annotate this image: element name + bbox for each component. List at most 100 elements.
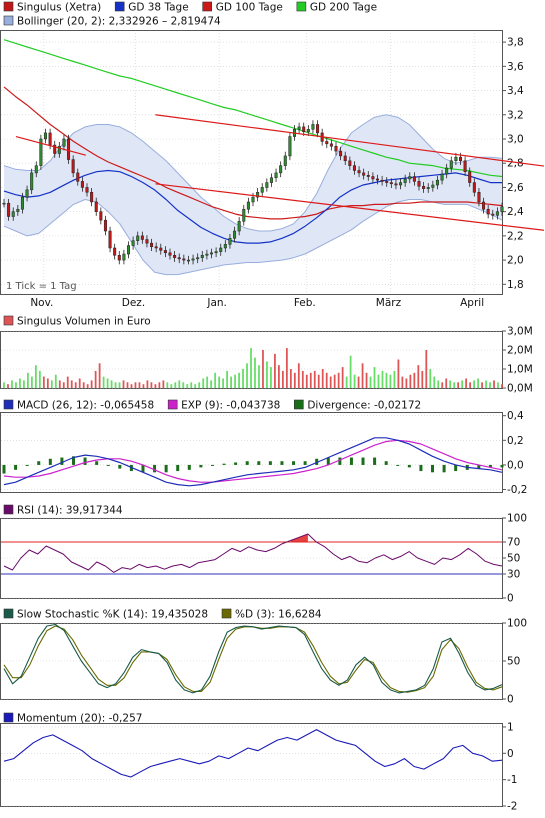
volume-bar [122, 380, 125, 388]
divergence-bar [245, 461, 249, 465]
candle-body [472, 182, 476, 193]
momentum-panel: Momentum (20): -0,257 -2 -1 0 1 [0, 713, 517, 813]
volume-bar [493, 380, 495, 388]
y-tick-label: 3,0 [507, 133, 524, 145]
divergence-bar [95, 461, 99, 465]
y-tick-label: 0 [507, 748, 514, 760]
candle-body [39, 138, 43, 166]
volume-bar [250, 348, 252, 388]
candle-body [103, 219, 107, 232]
legend-swatch [202, 1, 212, 12]
candle-body [265, 182, 269, 188]
y-tick-label: 2,2 [507, 230, 524, 242]
candle-body [16, 208, 20, 212]
candle-body [408, 176, 412, 180]
candle-body [34, 165, 38, 174]
candle-body [219, 247, 223, 252]
candle-body [274, 172, 278, 178]
volume-bar [66, 376, 69, 388]
divergence-bar [280, 461, 284, 465]
candle-body [500, 206, 504, 212]
volume-bar [337, 372, 340, 388]
y-tick-label: 0,2 [507, 435, 524, 447]
y-tick-label: 3,6 [507, 61, 524, 73]
macd-line [3, 437, 503, 487]
legend-swatch [294, 399, 304, 410]
divergence-bar [141, 464, 145, 473]
candle-body [53, 144, 57, 154]
volume-panel: Singulus Volumen in Euro 0,0M 1,0M 2,0M 3,0M [0, 316, 533, 395]
candle-body [57, 146, 61, 154]
y-tick-label: 2,0M [507, 345, 533, 357]
candle-body [76, 172, 80, 182]
volume-bar [58, 380, 61, 388]
candle-body [228, 238, 232, 245]
divergence-bar [234, 462, 238, 465]
volume-bar [86, 384, 89, 388]
legend-swatch [221, 608, 232, 619]
candle-body [329, 143, 333, 147]
candle-body [80, 181, 84, 188]
divergence-bar [349, 457, 353, 465]
volume-bar [353, 374, 356, 388]
candle-body [417, 181, 421, 187]
volume-bar [405, 378, 408, 388]
volume-bar [98, 363, 101, 388]
divergence-bar [361, 457, 365, 465]
volume-bar [30, 376, 33, 388]
y-tick-label: -0,2 [507, 484, 528, 496]
volume-bar [206, 376, 209, 388]
y-tick-label: 100 [507, 513, 527, 525]
rsi-frame [0, 518, 503, 599]
tick-note: 1 Tick = 1 Tag [6, 281, 77, 292]
candle-body [131, 240, 135, 246]
y-tick-label: 2,6 [507, 182, 524, 194]
volume-bar [445, 378, 448, 388]
volume-bar [321, 369, 324, 388]
volume-bar [218, 376, 221, 388]
volume-bar [210, 380, 213, 388]
volume-bar [485, 380, 487, 388]
y-tick-label: 1,0M [507, 364, 533, 376]
volume-bar [289, 369, 292, 388]
candle-body [334, 146, 338, 152]
candle-body [357, 170, 361, 174]
candle-body [200, 254, 204, 258]
divergence-bar [176, 464, 180, 472]
gd200-line [3, 39, 503, 178]
candle-body [260, 187, 264, 193]
candle-body [122, 253, 126, 261]
divergence-bar [187, 464, 191, 470]
volume-bar [178, 380, 181, 388]
divergence-bar [292, 461, 296, 465]
candle-body [288, 136, 292, 157]
divergence-bar [268, 461, 272, 465]
legend-label: Divergence: -0,02172 [307, 400, 421, 412]
volume-bar [198, 382, 201, 388]
volume-bar [489, 382, 491, 388]
volume-bar [158, 382, 161, 388]
y-tick-label: 100 [507, 618, 527, 630]
volume-bar [349, 355, 352, 388]
candle-body [214, 251, 218, 254]
volume-bar [278, 365, 280, 388]
volume-bar [234, 374, 236, 388]
divergence-bar [106, 464, 110, 466]
volume-bar [82, 382, 85, 388]
legend-label: RSI (14): 39,917344 [17, 505, 123, 517]
y-tick-label: 0,4 [507, 410, 524, 422]
candle-body [154, 246, 158, 249]
volume-bar [126, 382, 129, 388]
y-tick-label: 1,8 [507, 279, 524, 291]
y-tick-label: 2,8 [507, 158, 524, 170]
volume-bar [433, 376, 436, 388]
candle-body [163, 250, 167, 254]
y-tick-label: 70 [507, 537, 520, 549]
candle-body [191, 258, 195, 261]
divergence-bar [257, 461, 261, 465]
volume-bar [441, 382, 444, 388]
volume-bar [7, 384, 9, 388]
volume-bar [182, 382, 185, 388]
volume-bar [449, 380, 452, 388]
volume-bar [138, 382, 141, 388]
